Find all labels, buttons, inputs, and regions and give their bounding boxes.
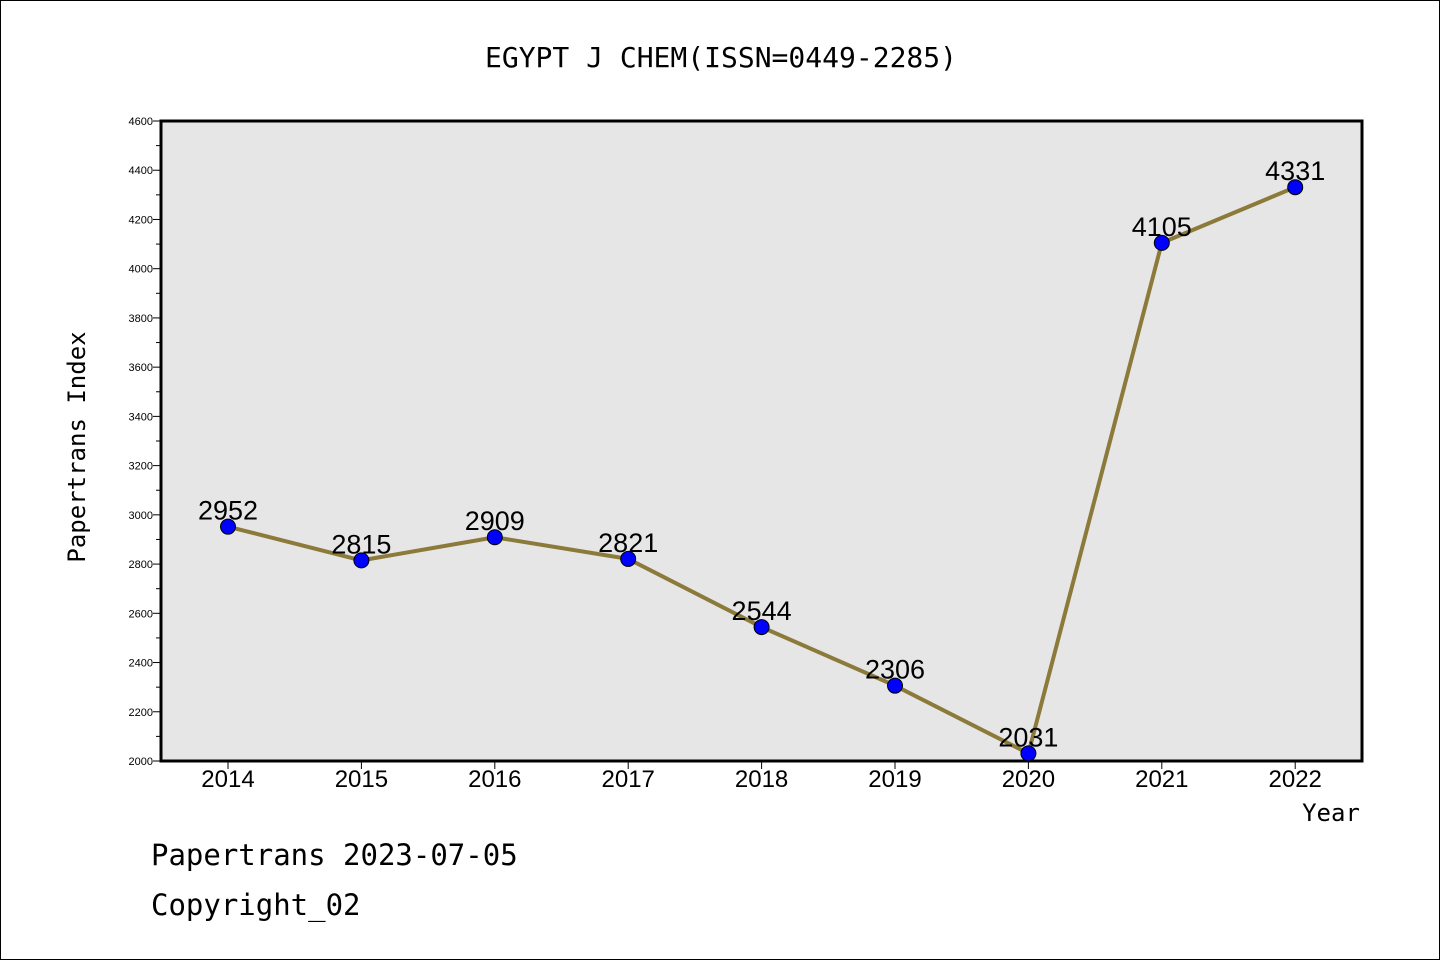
y-axis: 2000 2200 2400 2600 2800 3000 3200 3400 3600 3800…: [129, 116, 161, 768]
data-point: [486, 529, 503, 546]
y-tick-label: 4600: [129, 116, 153, 128]
plot-area: [159, 119, 1364, 763]
y-tick-label: 3800: [129, 313, 153, 325]
y-tick-label: 2600: [129, 608, 153, 620]
footer-date: Papertrans 2023-07-05: [151, 838, 518, 872]
data-point: [1287, 179, 1304, 196]
data-point: [353, 552, 370, 569]
data-points: [220, 179, 1304, 762]
y-tick-label: 4400: [129, 165, 153, 177]
data-point: [1153, 234, 1170, 251]
data-label: 2909: [465, 506, 525, 536]
x-tick-label: 2020: [1002, 766, 1055, 793]
x-tick-label: 2016: [468, 766, 521, 793]
y-tick-label: 4000: [129, 264, 153, 276]
x-tick-label: 2014: [201, 766, 254, 793]
data-label: 4331: [1265, 156, 1325, 186]
y-tick-label: 4200: [129, 214, 153, 226]
x-tick-label: 2021: [1135, 766, 1188, 793]
x-tick-label: 2019: [868, 766, 921, 793]
data-label: 4105: [1132, 212, 1192, 242]
y-tick-label: 3200: [129, 461, 153, 473]
y-tick-label: 2000: [129, 756, 153, 768]
y-tick-label: 2800: [129, 559, 153, 571]
y-tick-label: 2400: [129, 658, 153, 670]
x-tick-label: 2022: [1269, 766, 1322, 793]
x-tick-label: 2018: [735, 766, 788, 793]
data-labels: 2952 2815 2909 2821 2544 2306 2031 4105 4331: [198, 156, 1325, 752]
data-point: [1020, 745, 1037, 762]
data-label: 2031: [998, 722, 1058, 752]
data-point: [220, 518, 236, 535]
footer-copyright: Copyright_02: [151, 888, 361, 923]
x-axis: 2014 2015 2016 2017 2018 2019 2020 2021 2022: [201, 761, 1322, 793]
x-axis-title: Year: [1302, 799, 1360, 827]
data-label: 2821: [598, 528, 658, 558]
data-label: 2306: [865, 655, 925, 685]
y-tick-label: 3000: [129, 510, 153, 522]
y-tick-label: 3600: [129, 362, 153, 374]
y-tick-label: 3400: [129, 411, 153, 423]
y-tick-label: 2200: [129, 707, 153, 719]
data-point: [753, 619, 770, 636]
data-label: 2815: [331, 529, 391, 559]
x-tick-label: 2015: [335, 766, 388, 793]
y-axis-title: Papertrans Index: [63, 331, 91, 562]
chart-title: EGYPT J CHEM(ISSN=0449-2285): [485, 41, 957, 74]
data-label: 2544: [732, 596, 792, 626]
data-label: 2952: [198, 496, 258, 526]
data-point: [620, 550, 637, 567]
data-point: [887, 677, 903, 694]
x-tick-label: 2017: [602, 766, 655, 793]
